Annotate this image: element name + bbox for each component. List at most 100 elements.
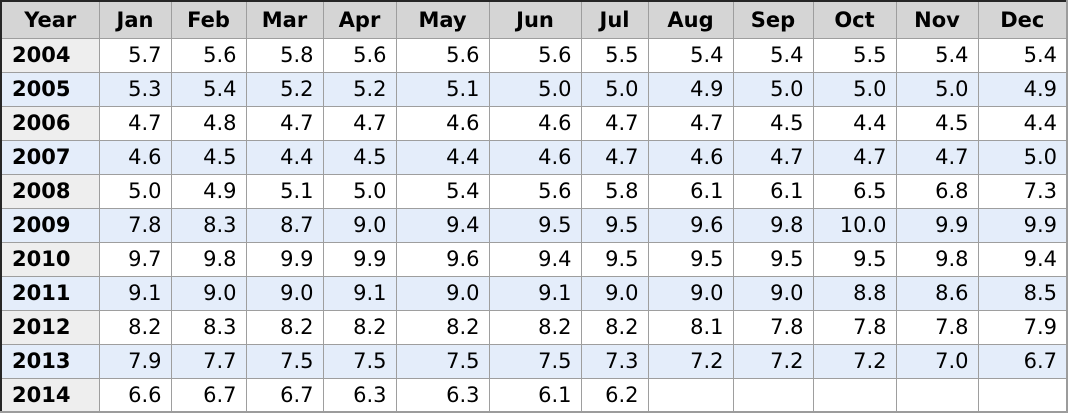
- table-row: 2013 7.9 7.7 7.5 7.5 7.5 7.5 7.3 7.2 7.2 7.2 7.0 6.7: [0, 343, 1068, 379]
- value-cell: 5.0: [895, 71, 979, 107]
- year-cell: 2011: [0, 275, 100, 311]
- year-cell: 2005: [0, 71, 100, 107]
- value-cell: 5.4: [647, 37, 734, 73]
- table-row: 2011 9.1 9.0 9.0 9.1 9.0 9.1 9.0 9.0 9.0 8.8 8.6 8.5: [0, 275, 1068, 311]
- value-cell: 4.4: [245, 139, 324, 175]
- value-cell: 9.9: [322, 241, 397, 277]
- value-cell: 7.8: [98, 207, 172, 243]
- value-cell: 8.2: [245, 309, 324, 345]
- month-column-header: Feb: [170, 0, 247, 39]
- table-row: 2006 4.7 4.8 4.7 4.7 4.6 4.6 4.7 4.7 4.5 4.4 4.5 4.4: [0, 105, 1068, 141]
- value-cell: 6.8: [895, 173, 979, 209]
- value-cell: 5.4: [732, 37, 814, 73]
- month-column-header: Mar: [245, 0, 324, 39]
- value-cell: 4.4: [395, 139, 490, 175]
- value-cell: 5.0: [580, 71, 649, 107]
- month-column-header: Aug: [647, 0, 734, 39]
- value-cell: 9.8: [170, 241, 247, 277]
- value-cell: 6.2: [580, 377, 649, 413]
- value-cell: 8.2: [395, 309, 490, 345]
- year-cell: 2013: [0, 343, 100, 379]
- value-cell: 5.1: [245, 173, 324, 209]
- value-cell: 9.5: [488, 207, 582, 243]
- value-cell: 4.6: [395, 105, 490, 141]
- value-cell: 6.1: [647, 173, 734, 209]
- value-cell: 8.6: [895, 275, 979, 311]
- value-cell: 9.4: [977, 241, 1068, 277]
- table-row: 2010 9.7 9.8 9.9 9.9 9.6 9.4 9.5 9.5 9.5 9.5 9.8 9.4: [0, 241, 1068, 277]
- month-column-header: Jul: [580, 0, 649, 39]
- value-cell: 5.0: [812, 71, 897, 107]
- value-cell: 9.4: [395, 207, 490, 243]
- value-cell: 5.2: [245, 71, 324, 107]
- value-cell: 4.6: [98, 139, 172, 175]
- value-cell: 5.0: [732, 71, 814, 107]
- value-cell: [732, 377, 814, 413]
- value-cell: 8.2: [98, 309, 172, 345]
- value-cell: 7.5: [488, 343, 582, 379]
- value-cell: 7.2: [732, 343, 814, 379]
- value-cell: 8.3: [170, 309, 247, 345]
- value-cell: 8.8: [812, 275, 897, 311]
- month-column-header: Dec: [977, 0, 1068, 39]
- month-column-header: May: [395, 0, 490, 39]
- value-cell: 9.0: [580, 275, 649, 311]
- value-cell: 9.9: [977, 207, 1068, 243]
- value-cell: 7.8: [895, 309, 979, 345]
- value-cell: 9.0: [170, 275, 247, 311]
- header-row: Year Jan Feb Mar Apr May Jun Jul Aug Sep Oct Nov Dec: [0, 0, 1068, 39]
- table-row: 2004 5.7 5.6 5.8 5.6 5.6 5.6 5.5 5.4 5.4 5.5 5.4 5.4: [0, 37, 1068, 73]
- value-cell: [977, 377, 1068, 413]
- year-cell: 2010: [0, 241, 100, 277]
- value-cell: 7.3: [580, 343, 649, 379]
- value-cell: 7.8: [732, 309, 814, 345]
- year-cell: 2012: [0, 309, 100, 345]
- month-column-header: Apr: [322, 0, 397, 39]
- value-cell: 5.4: [170, 71, 247, 107]
- value-cell: 5.6: [322, 37, 397, 73]
- value-cell: 5.8: [580, 173, 649, 209]
- value-cell: 4.4: [977, 105, 1068, 141]
- value-cell: 7.2: [647, 343, 734, 379]
- value-cell: 5.0: [98, 173, 172, 209]
- value-cell: 4.5: [322, 139, 397, 175]
- value-cell: 9.8: [895, 241, 979, 277]
- table-row: 2007 4.6 4.5 4.4 4.5 4.4 4.6 4.7 4.6 4.7 4.7 4.7 5.0: [0, 139, 1068, 175]
- value-cell: 9.5: [732, 241, 814, 277]
- value-cell: 7.0: [895, 343, 979, 379]
- value-cell: 5.4: [977, 37, 1068, 73]
- month-column-header: Oct: [812, 0, 897, 39]
- value-cell: 9.9: [895, 207, 979, 243]
- value-cell: 7.9: [977, 309, 1068, 345]
- value-cell: 8.1: [647, 309, 734, 345]
- value-cell: 4.9: [170, 173, 247, 209]
- value-cell: 5.8: [245, 37, 324, 73]
- value-cell: [812, 377, 897, 413]
- value-cell: 4.6: [488, 139, 582, 175]
- value-cell: 7.8: [812, 309, 897, 345]
- value-cell: [647, 377, 734, 413]
- year-cell: 2014: [0, 377, 100, 413]
- value-cell: 4.7: [98, 105, 172, 141]
- year-cell: 2006: [0, 105, 100, 141]
- value-cell: 6.3: [322, 377, 397, 413]
- table-row: 2008 5.0 4.9 5.1 5.0 5.4 5.6 5.8 6.1 6.1 6.5 6.8 7.3: [0, 173, 1068, 209]
- value-cell: 9.1: [98, 275, 172, 311]
- value-cell: 6.1: [732, 173, 814, 209]
- table-row: 2012 8.2 8.3 8.2 8.2 8.2 8.2 8.2 8.1 7.8 7.8 7.8 7.9: [0, 309, 1068, 345]
- value-cell: 9.0: [647, 275, 734, 311]
- value-cell: 4.7: [895, 139, 979, 175]
- value-cell: 4.7: [580, 139, 649, 175]
- year-column-header: Year: [0, 0, 100, 39]
- value-cell: 5.6: [170, 37, 247, 73]
- value-cell: 4.9: [647, 71, 734, 107]
- table-header: Year Jan Feb Mar Apr May Jun Jul Aug Sep Oct Nov Dec: [0, 0, 1068, 39]
- value-cell: 6.7: [170, 377, 247, 413]
- value-cell: 5.6: [395, 37, 490, 73]
- value-cell: 5.1: [395, 71, 490, 107]
- table-row: 2009 7.8 8.3 8.7 9.0 9.4 9.5 9.5 9.6 9.8 10.0 9.9 9.…: [0, 207, 1068, 243]
- value-cell: 5.0: [977, 139, 1068, 175]
- month-column-header: Jun: [488, 0, 582, 39]
- value-cell: 4.5: [170, 139, 247, 175]
